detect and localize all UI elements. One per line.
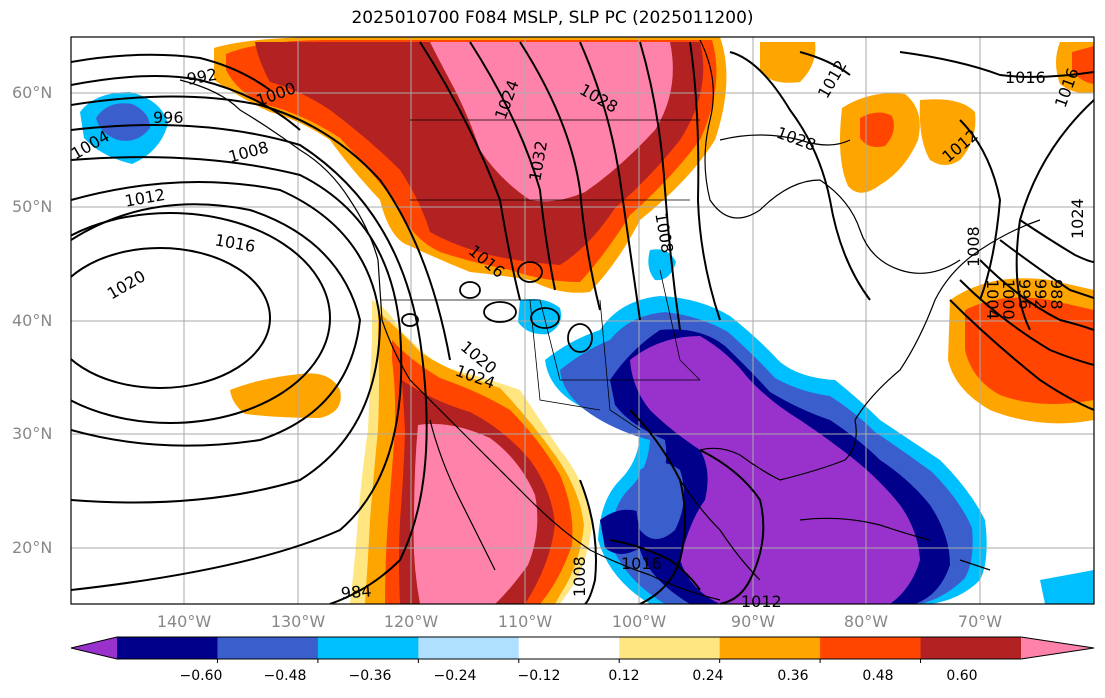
isobar-label: 1008 bbox=[570, 556, 589, 597]
colorbar-segment bbox=[217, 637, 319, 659]
isobar-label: 1004 bbox=[983, 279, 1002, 320]
isobar-label: 984 bbox=[340, 581, 373, 603]
colorbar bbox=[70, 636, 1095, 663]
lon-label-120w: 120°W bbox=[383, 612, 439, 631]
lon-label-100w: 100°W bbox=[611, 612, 667, 631]
colorbar-tick-label: 0.12 bbox=[608, 668, 640, 684]
colorbar-segment bbox=[418, 637, 520, 659]
isobar-label: 1016 bbox=[621, 554, 662, 573]
lon-label-130w: 130°W bbox=[270, 612, 326, 631]
isobar-label: 1024 bbox=[1068, 198, 1087, 239]
isobar-label: 1016 bbox=[1005, 68, 1046, 87]
colorbar-tick-label: −0.48 bbox=[263, 668, 307, 684]
colorbar-segment bbox=[317, 637, 419, 659]
lat-label-40n: 40°N bbox=[12, 311, 53, 330]
isobar-label: 996 bbox=[153, 108, 184, 127]
colorbar-segment bbox=[719, 637, 821, 659]
lat-label-60n: 60°N bbox=[12, 83, 53, 102]
small-contours bbox=[401, 261, 593, 353]
colorbar-segment bbox=[820, 637, 922, 659]
colorbar-tick-label: 0.60 bbox=[946, 668, 978, 684]
colorbar-tick-label: 0.24 bbox=[692, 668, 724, 684]
colorbar-segment bbox=[619, 637, 721, 659]
colorbar-outline bbox=[70, 636, 1095, 660]
colorbar-extend-max bbox=[1021, 637, 1094, 659]
isobars bbox=[71, 41, 1094, 604]
isobar-label: 1012 bbox=[741, 592, 782, 611]
colorbar-tick-label: −0.60 bbox=[179, 668, 223, 684]
colorbar-segment bbox=[117, 637, 218, 659]
coastlines bbox=[179, 39, 1041, 601]
colorbar-extend-min bbox=[71, 637, 117, 659]
lat-label-20n: 20°N bbox=[12, 538, 53, 557]
lon-label-110w: 110°W bbox=[497, 612, 553, 631]
lon-label-80w: 80°W bbox=[843, 612, 889, 631]
colorbar-segment bbox=[518, 637, 620, 659]
isobar-label: 996 bbox=[1015, 279, 1034, 310]
lon-label-70w: 70°W bbox=[957, 612, 1003, 631]
lon-label-140w: 140°W bbox=[156, 612, 212, 631]
map-title: 2025010700 F084 MSLP, SLP PC (2025011200… bbox=[351, 8, 754, 28]
isobar-label: 992 bbox=[1031, 279, 1050, 310]
map-frame bbox=[70, 36, 1095, 605]
colorbar-segment bbox=[920, 637, 1022, 659]
lat-label-50n: 50°N bbox=[12, 197, 53, 216]
isobar-label: 1000 bbox=[999, 279, 1018, 320]
colorbar-tick-label: −0.36 bbox=[348, 668, 392, 684]
colorbar-tick-label: −0.24 bbox=[433, 668, 477, 684]
colorbar-tick-label: 0.48 bbox=[862, 668, 894, 684]
lat-label-30n: 30°N bbox=[12, 424, 53, 443]
isobar-label: 1008 bbox=[964, 226, 983, 267]
lon-label-90w: 90°W bbox=[730, 612, 776, 631]
colorbar-tick-label: 0.36 bbox=[777, 668, 809, 684]
colorbar-tick-label: −0.12 bbox=[517, 668, 561, 684]
isobar-label: 988 bbox=[1047, 279, 1066, 310]
